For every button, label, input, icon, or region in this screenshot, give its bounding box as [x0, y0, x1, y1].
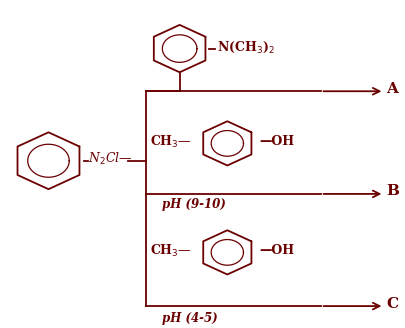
Text: C: C: [386, 297, 399, 311]
Text: —OH: —OH: [259, 244, 294, 257]
Text: A: A: [386, 82, 398, 96]
Text: pH (9-10): pH (9-10): [162, 198, 226, 212]
Text: CH$_3$—: CH$_3$—: [150, 243, 192, 259]
Text: B: B: [386, 184, 399, 198]
Text: N$_2$Cl—: N$_2$Cl—: [88, 151, 133, 167]
Text: pH (4-5): pH (4-5): [162, 312, 217, 325]
Text: N(CH$_3$)$_2$: N(CH$_3$)$_2$: [217, 39, 274, 54]
Text: CH$_3$—: CH$_3$—: [150, 134, 192, 150]
Text: —OH: —OH: [259, 135, 294, 148]
